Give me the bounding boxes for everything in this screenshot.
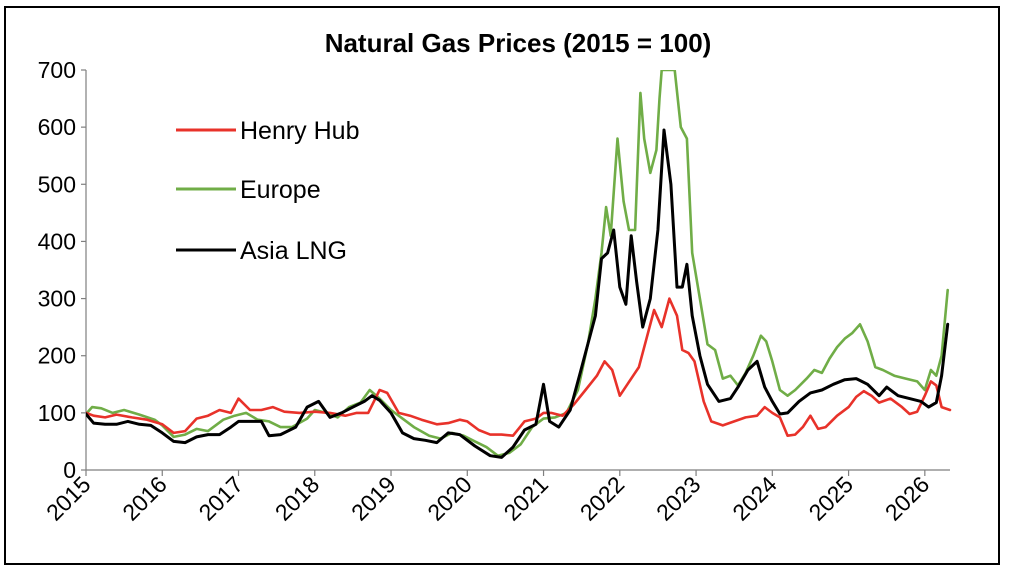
x-tick-label: 2024: [727, 471, 782, 526]
y-axis: 0 100 200 300 400 500 600 700: [38, 57, 87, 483]
x-tick-label: 2023: [651, 471, 706, 526]
x-tick-label: 2017: [193, 471, 248, 526]
chart-frame: [4, 6, 1000, 565]
x-tick-label: 2019: [346, 471, 401, 526]
x-tick-label: 2025: [804, 471, 859, 526]
x-tick-label: 2026: [880, 471, 935, 526]
series-line-asia-lng: [86, 128, 950, 459]
series-line-henry-hub: [86, 297, 952, 437]
y-tick-label: 600: [38, 114, 76, 140]
x-tick-label: 2015: [41, 471, 96, 526]
y-tick-label: 400: [38, 228, 76, 254]
y-tick-label: 0: [63, 457, 76, 483]
legend-label: Europe: [240, 176, 321, 204]
x-tick-label: 2018: [270, 471, 325, 526]
y-tick-label: 300: [38, 286, 76, 312]
x-tick-label: 2022: [575, 471, 630, 526]
legend-label: Asia LNG: [240, 237, 347, 265]
chart-title: Natural Gas Prices (2015 = 100): [325, 28, 712, 58]
x-tick-label: 2016: [117, 471, 172, 526]
series-layer: [86, 70, 952, 459]
y-tick-label: 200: [38, 343, 76, 369]
x-tick-label: 2020: [422, 471, 477, 526]
y-tick-label: 700: [38, 57, 76, 83]
x-axis: 2015 2016 2017 2018 2019 2020 2021 2022 2023 2024…: [41, 469, 950, 526]
y-tick-label: 500: [38, 171, 76, 197]
y-tick-label: 100: [38, 400, 76, 426]
series-line-europe: [86, 70, 949, 457]
legend-label: Henry Hub: [240, 117, 360, 145]
legend: Henry Hub Europe Asia LNG: [176, 117, 360, 265]
x-tick-label: 2021: [499, 471, 554, 526]
